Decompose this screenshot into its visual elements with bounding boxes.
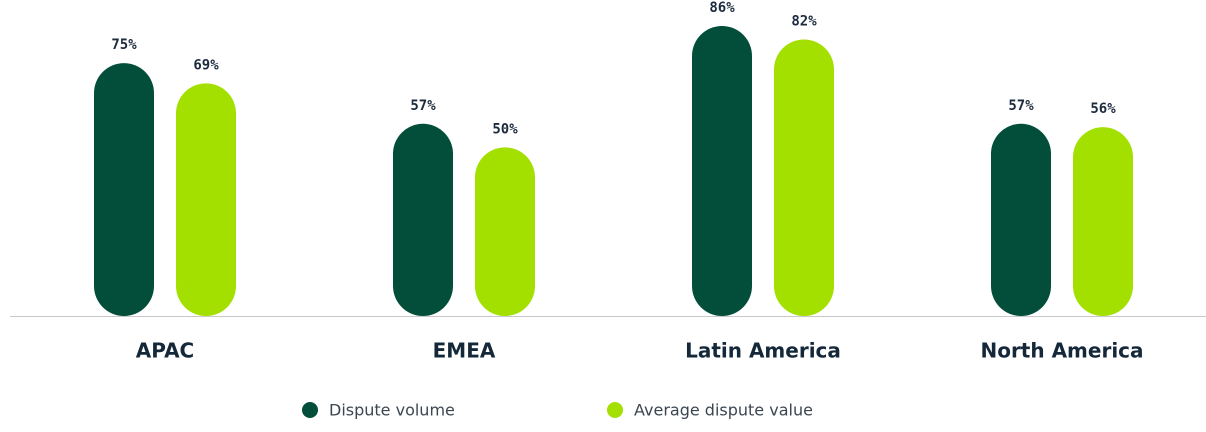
legend-swatch [302, 402, 318, 418]
x-tick-label: EMEA [433, 339, 496, 363]
bar [94, 63, 154, 317]
data-label: 75% [111, 37, 137, 53]
data-label: 82% [791, 13, 817, 29]
bar [692, 26, 752, 316]
bar [774, 39, 834, 316]
legend-label: Average dispute value [634, 401, 813, 420]
data-label: 57% [1008, 98, 1034, 114]
data-label: 86% [709, 0, 735, 16]
data-label: 57% [410, 98, 436, 114]
bar [1073, 127, 1133, 317]
x-tick-label: APAC [136, 339, 194, 363]
bar [475, 147, 535, 316]
legend-swatch [607, 402, 623, 418]
legend-label: Dispute volume [329, 401, 455, 420]
data-label: 50% [492, 121, 518, 137]
x-tick-label: North America [980, 339, 1143, 363]
data-label: 69% [193, 57, 219, 73]
data-label: 56% [1090, 101, 1116, 117]
bar [176, 83, 236, 316]
bar [393, 123, 453, 316]
bar [991, 123, 1051, 316]
x-tick-label: Latin America [685, 339, 841, 363]
